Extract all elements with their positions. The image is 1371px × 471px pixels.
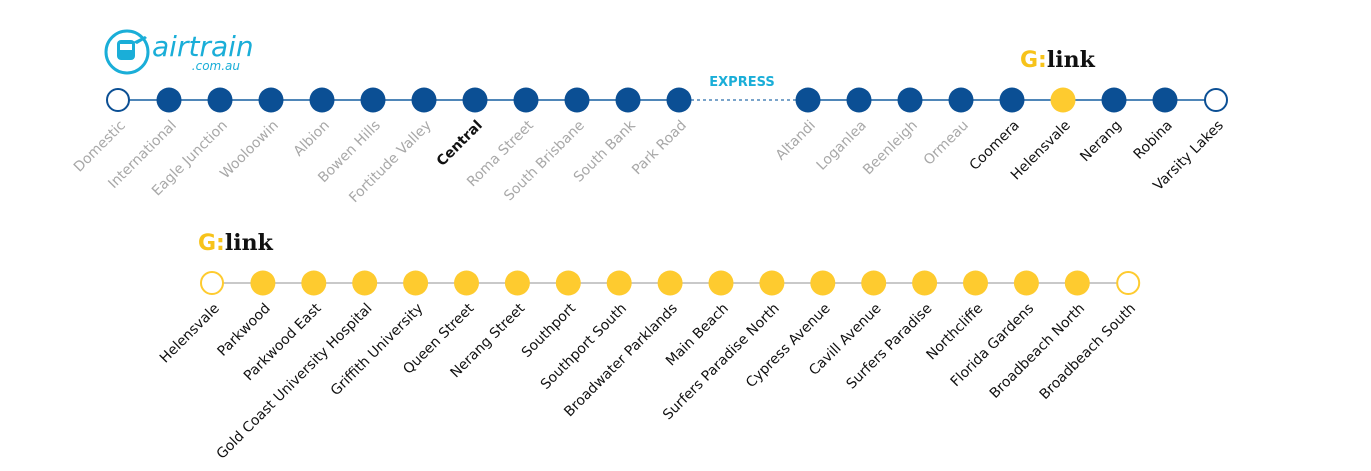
logo-window xyxy=(120,44,132,50)
station-dot xyxy=(1116,271,1141,295)
station-label: Helensvale xyxy=(157,301,223,367)
station-dot xyxy=(1204,88,1228,112)
station-dot xyxy=(403,270,429,296)
station-dot xyxy=(861,270,887,296)
glink-logo-top: G:link xyxy=(1020,47,1096,73)
station-dot xyxy=(352,270,378,296)
station-dot xyxy=(1101,87,1127,113)
station-dot xyxy=(708,270,734,296)
station-label: Beenleigh xyxy=(860,118,921,179)
station-label: Robina xyxy=(1131,118,1176,163)
station-label: Ormeau xyxy=(921,118,972,169)
glink-logo-bottom: G:link xyxy=(198,230,274,256)
station-dot xyxy=(1152,87,1178,113)
station-dot xyxy=(912,270,938,296)
station-dot xyxy=(759,270,785,296)
glink-logo: G:link xyxy=(198,230,274,256)
station-label: Southport South xyxy=(538,301,630,393)
station-dot xyxy=(846,87,872,113)
glink-logo: G:link xyxy=(1020,47,1096,73)
logo-plane xyxy=(133,36,147,44)
station-label: Nerang xyxy=(1077,118,1125,166)
station-dot xyxy=(657,270,683,296)
station-dot xyxy=(301,270,327,296)
express-label: EXPRESS xyxy=(709,75,774,90)
station-dot xyxy=(309,87,335,113)
station-label: Broadbeach North xyxy=(987,301,1088,402)
station-dot xyxy=(513,87,539,113)
station-dot xyxy=(897,87,923,113)
station-dot xyxy=(963,270,988,296)
logo-ring xyxy=(104,29,150,75)
logo-domain: .com.au xyxy=(192,59,241,73)
station-dot xyxy=(156,87,182,113)
station-label: Griffith University xyxy=(328,301,427,400)
station-dot xyxy=(555,270,581,296)
station-dot xyxy=(454,270,479,296)
station-dot xyxy=(1050,87,1076,113)
station-dot xyxy=(207,87,233,113)
station-dot xyxy=(666,87,692,113)
station-dot xyxy=(810,270,836,296)
station-dot xyxy=(795,87,821,113)
station-dot xyxy=(1013,270,1039,296)
station-dot xyxy=(250,270,276,296)
station-dot xyxy=(360,87,386,113)
station-dot xyxy=(564,87,590,113)
station-dot xyxy=(615,87,641,113)
station-label: Park Road xyxy=(629,118,690,179)
station-dot xyxy=(999,87,1025,113)
logo-word: airtrain xyxy=(152,30,254,63)
station-label: Surfers Paradise xyxy=(844,301,936,393)
station-label: Central xyxy=(434,118,486,170)
station-dot xyxy=(606,270,632,296)
station-dot xyxy=(106,88,130,112)
station-dot xyxy=(504,270,530,296)
station-dot xyxy=(462,87,488,113)
station-dot xyxy=(1064,270,1090,296)
station-label: Albion xyxy=(291,118,333,160)
station-dot xyxy=(200,271,224,295)
station-label: Broadbeach South xyxy=(1037,301,1139,403)
station-label: Altandi xyxy=(773,118,819,164)
station-dot xyxy=(411,87,437,113)
station-dot xyxy=(948,87,974,113)
airtrain-logo: airtrain .com.au xyxy=(104,29,254,75)
station-dot xyxy=(258,87,284,113)
